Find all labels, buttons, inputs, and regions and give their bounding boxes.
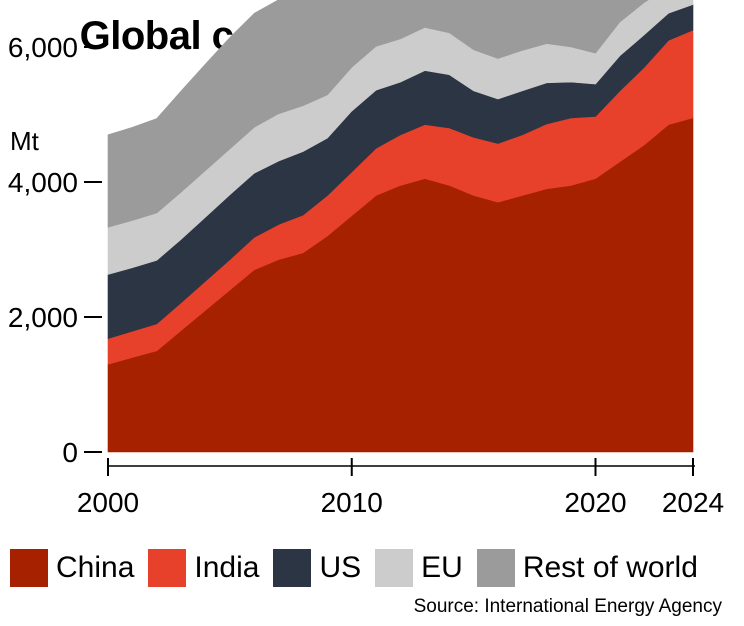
legend-swatch: [148, 549, 187, 587]
legend-label: China: [56, 551, 135, 584]
legend-item-us: US: [273, 549, 361, 587]
legend-swatch: [10, 549, 48, 587]
y-tick-label: 6,000: [8, 32, 78, 63]
legend-item-china: China: [10, 549, 134, 587]
legend-swatch: [375, 549, 414, 587]
y-tick-label: 4,000: [8, 167, 78, 198]
x-tick-label: 2010: [321, 487, 383, 518]
source-note: Source: International Energy Agency: [413, 596, 722, 617]
legend-item-eu: EU: [375, 549, 463, 587]
x-tick-label: 2020: [564, 487, 626, 518]
legend-label: EU: [421, 551, 463, 584]
y-tick-label: 0: [62, 437, 78, 468]
legend-label: India: [194, 551, 260, 584]
legend-label: Rest of world: [522, 551, 698, 584]
x-tick-label: 2000: [77, 487, 139, 518]
y-axis-label: Mt: [10, 126, 40, 156]
legend-swatch: [273, 549, 312, 587]
legend-item-rest-of-world: Rest of world: [476, 549, 698, 587]
legend-swatch: [476, 549, 515, 587]
area-layers: [107, 0, 694, 453]
legend: China India US EU Rest of world: [10, 548, 712, 588]
legend-label: US: [319, 551, 362, 584]
x-tick-label: 2024: [662, 487, 724, 518]
area-rest-of-world: [107, 0, 649, 228]
legend-item-india: India: [148, 549, 259, 587]
y-tick-label: 2,000: [8, 302, 78, 333]
